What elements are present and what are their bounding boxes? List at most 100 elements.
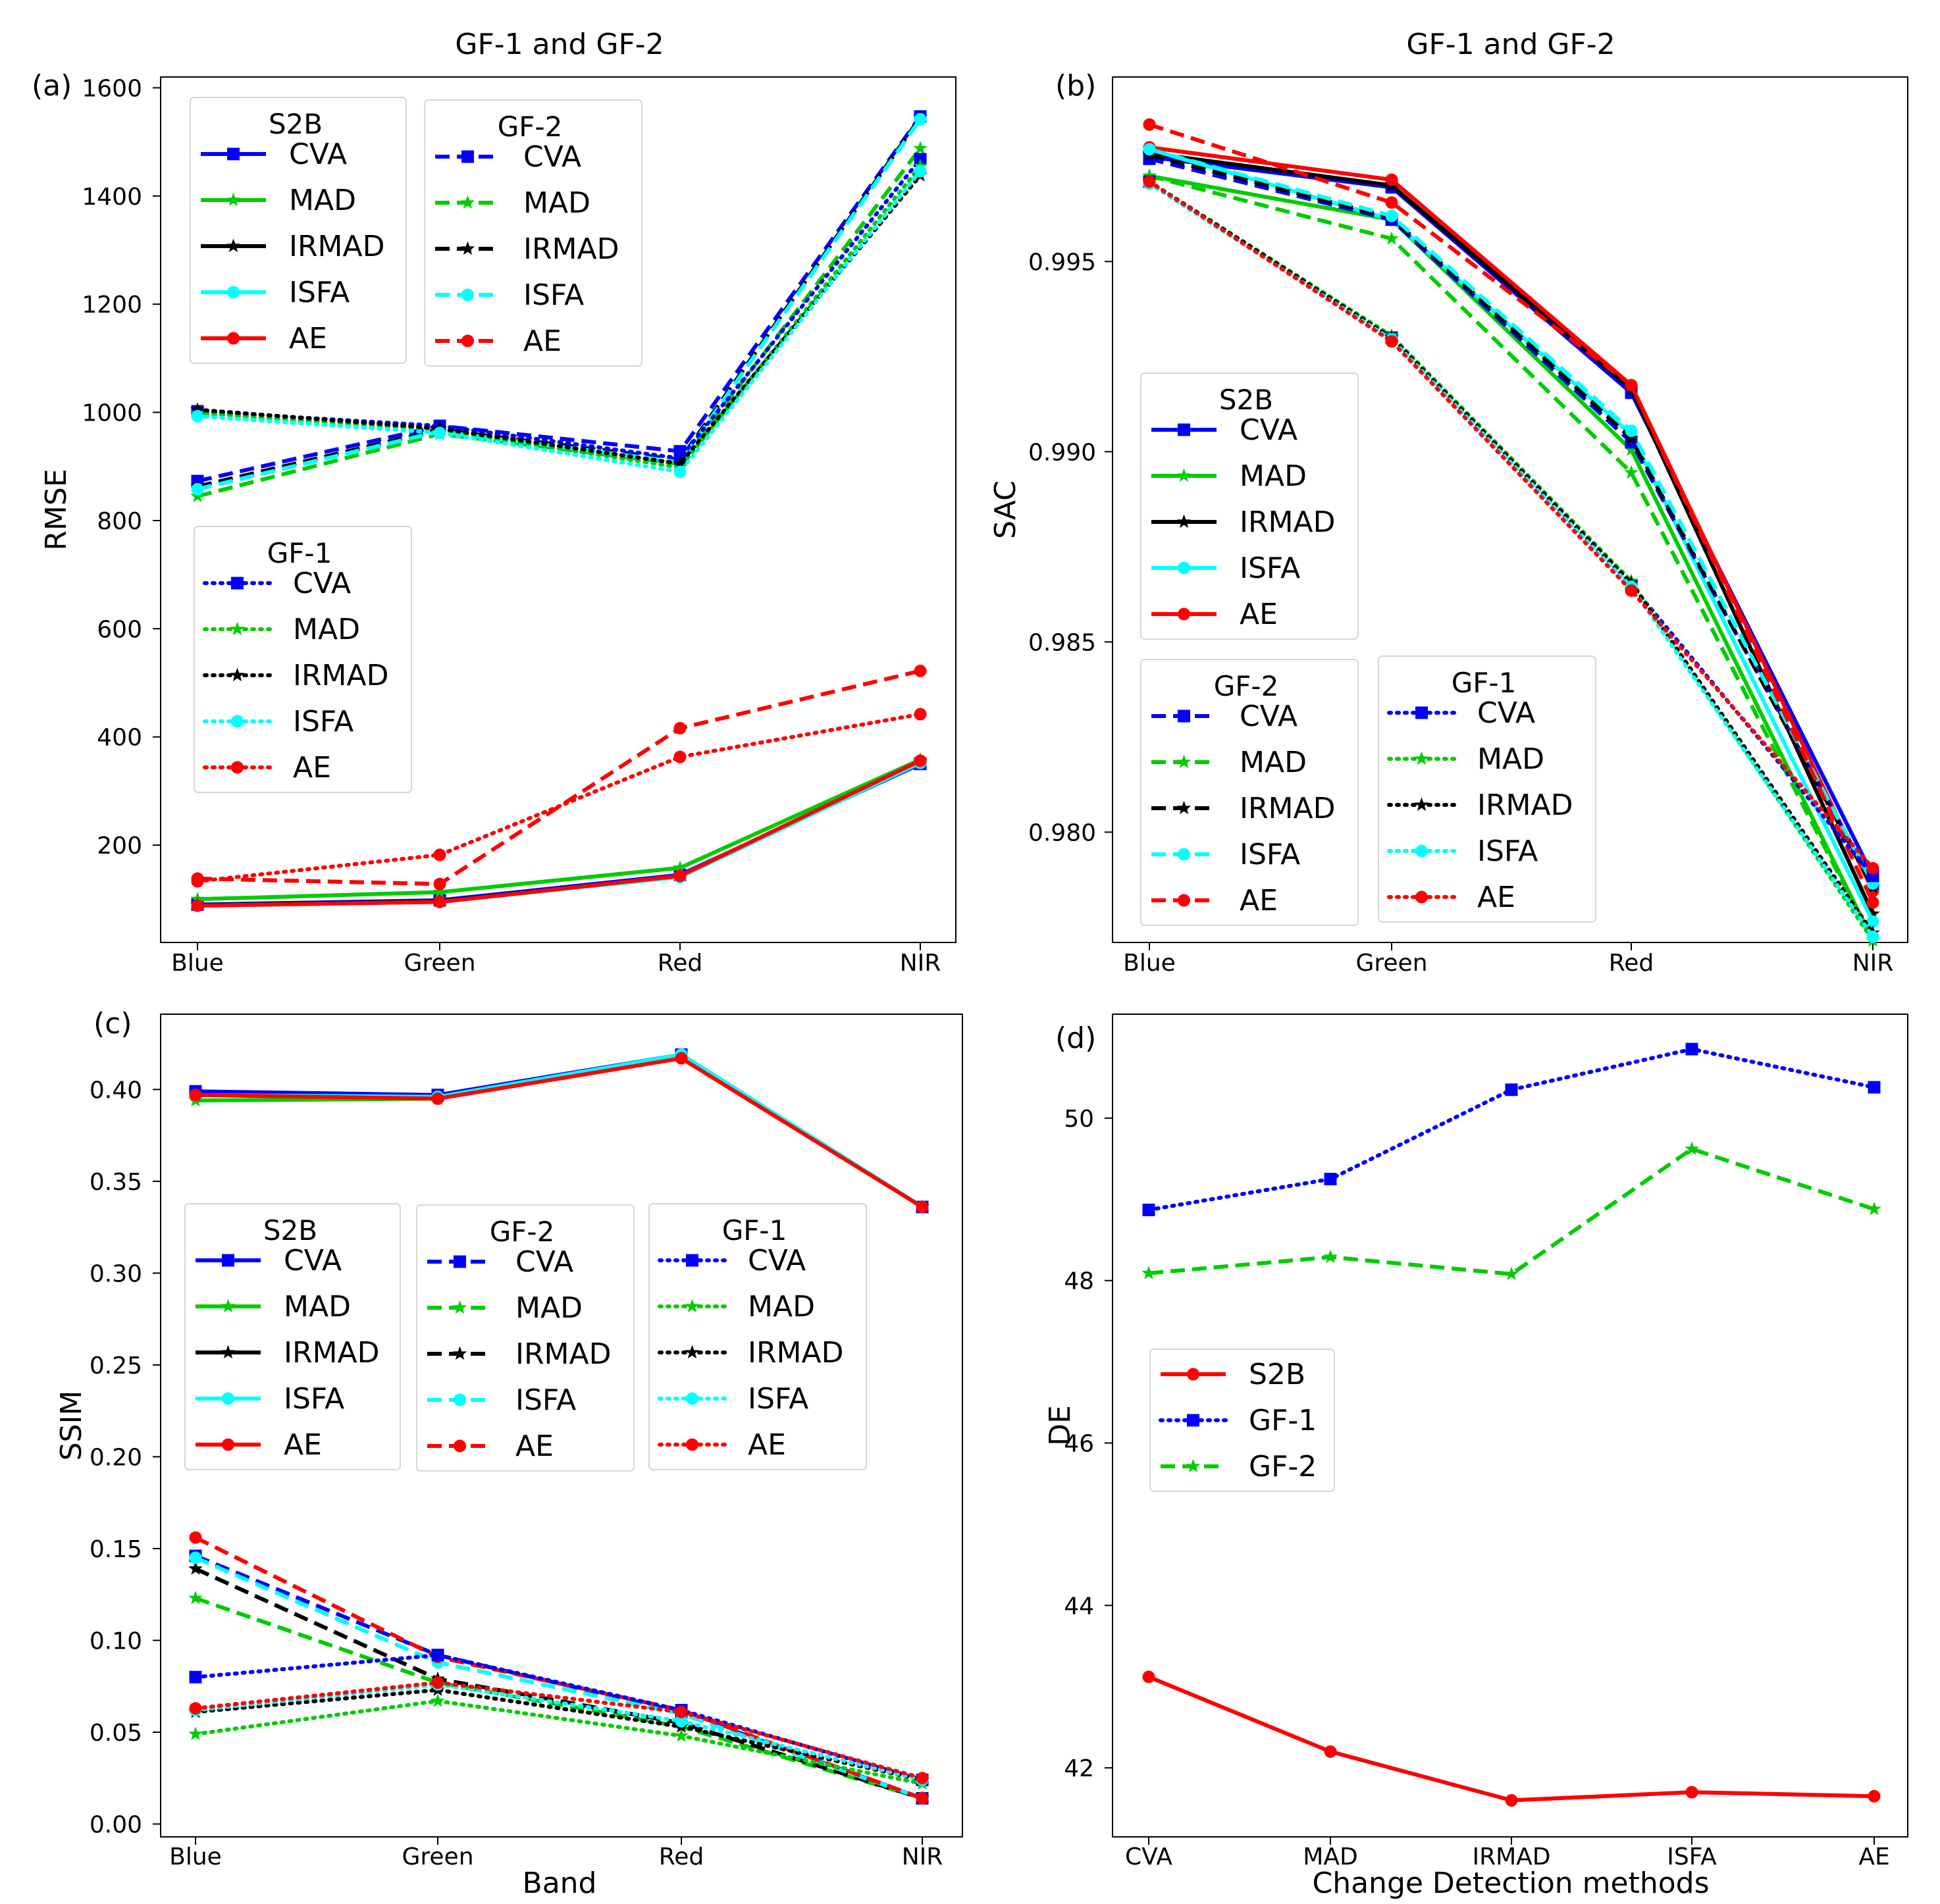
- circle-marker: [222, 1438, 234, 1451]
- circle-marker: [1187, 1368, 1199, 1381]
- star-marker: [452, 1346, 467, 1360]
- legend-label: ISFA: [289, 276, 350, 309]
- y-tick-label: 46: [1064, 1431, 1094, 1458]
- series-line: [194, 1556, 923, 1801]
- legend-title: GF-2: [1214, 670, 1279, 702]
- legend-label: MAD: [284, 1290, 351, 1324]
- circle-marker: [1142, 1670, 1155, 1684]
- legend-label: MAD: [1240, 746, 1307, 779]
- circle-marker: [433, 426, 446, 440]
- circle-marker: [189, 1551, 202, 1564]
- x-tick-label: Blue: [169, 1843, 222, 1870]
- legend-label: AE: [748, 1428, 786, 1462]
- y-tick-label: 1600: [82, 75, 142, 102]
- legend-label: AE: [1240, 884, 1278, 917]
- square-marker: [222, 1254, 234, 1267]
- circle-marker: [1415, 890, 1428, 904]
- star-marker: [221, 1345, 236, 1359]
- circle-marker: [1625, 378, 1638, 392]
- legend-label: CVA: [284, 1244, 342, 1277]
- legend-label: AE: [289, 322, 327, 355]
- circle-marker: [191, 482, 204, 496]
- star-marker: [452, 1300, 467, 1314]
- legend-label: ISFA: [515, 1383, 576, 1417]
- series-gf-1-ae: [1143, 175, 1879, 875]
- series-line: [194, 1687, 924, 1782]
- series-line: [194, 1682, 924, 1782]
- circle-marker: [673, 465, 687, 478]
- star-marker: [1176, 514, 1192, 528]
- legend-label: ISFA: [293, 705, 354, 738]
- series-line: [196, 169, 922, 474]
- panel-label: (a): [32, 69, 72, 103]
- legend-box: [190, 97, 407, 364]
- legend-title: S2B: [269, 108, 323, 140]
- square-marker: [1324, 1172, 1337, 1185]
- star-marker: [1867, 1201, 1881, 1216]
- star-marker: [230, 621, 245, 636]
- star-marker: [460, 241, 475, 255]
- legend-main: S2B GF-1 GF-2: [1149, 1349, 1335, 1492]
- legend-label: ISFA: [1240, 838, 1300, 871]
- chart-panel-c: (c) 0.00 0.05 0.10 0.15 0.20 0.25 0.30 0.35 0.40 B…: [55, 1007, 963, 1900]
- axes-frame: [1112, 76, 1908, 943]
- y-axis-label: RMSE: [39, 469, 73, 550]
- legend-label: ISFA: [748, 1382, 808, 1416]
- circle-marker: [431, 1676, 444, 1689]
- legend-label: CVA: [293, 567, 351, 600]
- square-marker: [686, 1254, 698, 1267]
- y-tick-label: 1000: [82, 400, 142, 427]
- series-line: [1147, 1047, 1876, 1212]
- series-line: [1149, 174, 1875, 942]
- circle-marker: [231, 715, 244, 728]
- legend-label: GF-2: [1249, 1450, 1317, 1483]
- legend-box: [416, 1204, 635, 1472]
- legend-label: IRMAD: [284, 1336, 380, 1370]
- series-line: [1149, 147, 1875, 923]
- y-tick-label: 0.05: [90, 1720, 142, 1747]
- star-marker: [1624, 465, 1639, 479]
- circle-marker: [189, 1089, 202, 1102]
- series-gf-1-ae: [191, 708, 927, 888]
- x-tick-label: Red: [1609, 950, 1654, 977]
- circle-marker: [673, 750, 687, 763]
- legend-label: ISFA: [1240, 552, 1300, 585]
- circle-marker: [1866, 930, 1879, 943]
- chart-title: GF-1 and GF-2: [455, 28, 664, 61]
- star-marker: [226, 192, 241, 207]
- circle-marker: [1505, 1793, 1518, 1807]
- series-line: [195, 1056, 924, 1209]
- legend-title: GF-1: [1452, 667, 1517, 699]
- legend-title: S2B: [263, 1214, 317, 1247]
- series-s2b-ae: [189, 1052, 929, 1214]
- legend-label: AE: [515, 1429, 554, 1463]
- star-marker: [226, 238, 241, 253]
- legend-label: IRMAD: [289, 230, 385, 263]
- x-tick-label: ISFA: [1667, 1843, 1717, 1870]
- circle-marker: [189, 1702, 202, 1715]
- circle-marker: [222, 1392, 234, 1405]
- circle-marker: [1178, 607, 1190, 621]
- chart-panel-b: (b) GF-1 and GF-2 0.980 0.985 0.990 0.995 Blue…: [989, 28, 1908, 977]
- series-line: [1149, 174, 1875, 942]
- circle-marker: [914, 165, 927, 178]
- circle-marker: [227, 286, 240, 299]
- circle-marker: [191, 875, 204, 888]
- star-marker: [1624, 430, 1639, 445]
- legend-label: MAD: [515, 1291, 583, 1325]
- square-marker: [431, 1649, 444, 1662]
- y-tick-label: 0.35: [90, 1169, 142, 1196]
- legend-title: GF-2: [498, 111, 563, 143]
- x-tick-label: NIR: [1852, 950, 1894, 977]
- series-s2b-mad: [188, 1047, 930, 1214]
- y-tick-label: 0.990: [1028, 439, 1096, 466]
- legend-box: [194, 526, 412, 793]
- legend-label: MAD: [293, 613, 360, 646]
- series-gf-1-ae: [189, 1676, 929, 1785]
- circle-marker: [231, 761, 244, 774]
- y-tick-label: 0.25: [90, 1352, 142, 1379]
- series-line: [196, 712, 922, 884]
- y-tick-label: 44: [1064, 1593, 1094, 1620]
